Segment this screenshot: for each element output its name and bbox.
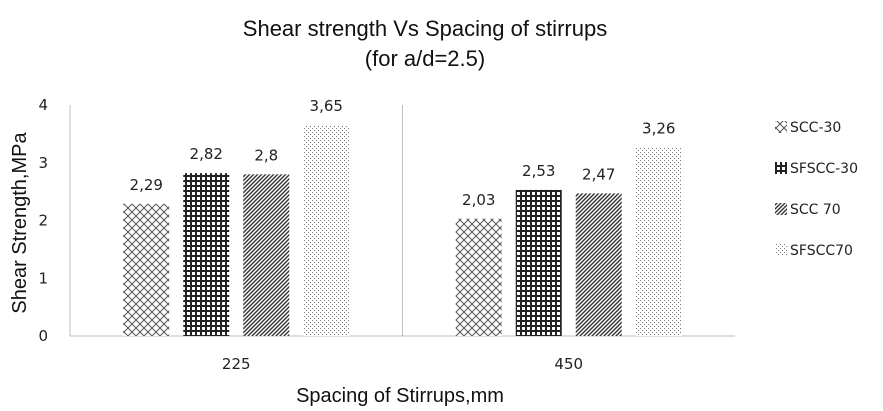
bar-sfscc-30-450 [515,189,562,336]
legend-swatch [775,244,787,256]
data-label: 2,29 [130,176,163,194]
bar-scc-30-450 [455,218,502,336]
data-label: 2,03 [462,191,495,209]
bar-scc-70-225 [243,174,290,336]
legend-label: SCC-30 [790,120,841,136]
data-label: 3,65 [310,97,343,115]
y-tick-label: 3 [38,154,48,172]
x-tick-label: 450 [554,355,583,373]
y-tick-label: 2 [38,212,48,230]
bar-scc-30-225 [123,203,170,336]
legend-swatch [775,203,787,215]
legend-label: SFSCC-30 [790,161,858,177]
y-tick-label: 0 [38,327,48,345]
y-tick-label: 1 [38,269,48,287]
bar-sfscc-30-225 [183,173,230,336]
x-tick-label: 225 [222,355,251,373]
bar-sfscc70-450 [635,147,682,336]
data-label: 2,8 [254,146,278,164]
data-label: 3,26 [642,120,675,138]
legend-swatch [775,162,787,174]
data-label: 2,82 [190,145,223,163]
chart-subtitle: (for a/d=2.5) [365,46,485,71]
x-axis-label: Spacing of Stirrups,mm [296,385,504,407]
bar-sfscc70-225 [303,125,350,337]
bar-scc-70-450 [575,193,622,336]
plot-area: 0 1 2 3 4 2,29 2,82 2,8 3,65 225 2,03 2,53 2,47 3,26 4… [38,96,735,373]
data-label: 2,53 [522,162,555,180]
y-tick-label: 4 [38,96,48,114]
legend-swatch [775,121,787,133]
legend-label: SFSCC70 [790,243,853,259]
y-axis-label: Shear Strength,MPa [9,132,31,314]
legend: SCC-30 SFSCC-30 SCC 70 SFSCC70 [775,120,858,259]
data-label: 2,47 [582,165,615,183]
legend-label: SCC 70 [790,202,841,218]
chart-title: Shear strength Vs Spacing of stirrups [243,16,607,41]
